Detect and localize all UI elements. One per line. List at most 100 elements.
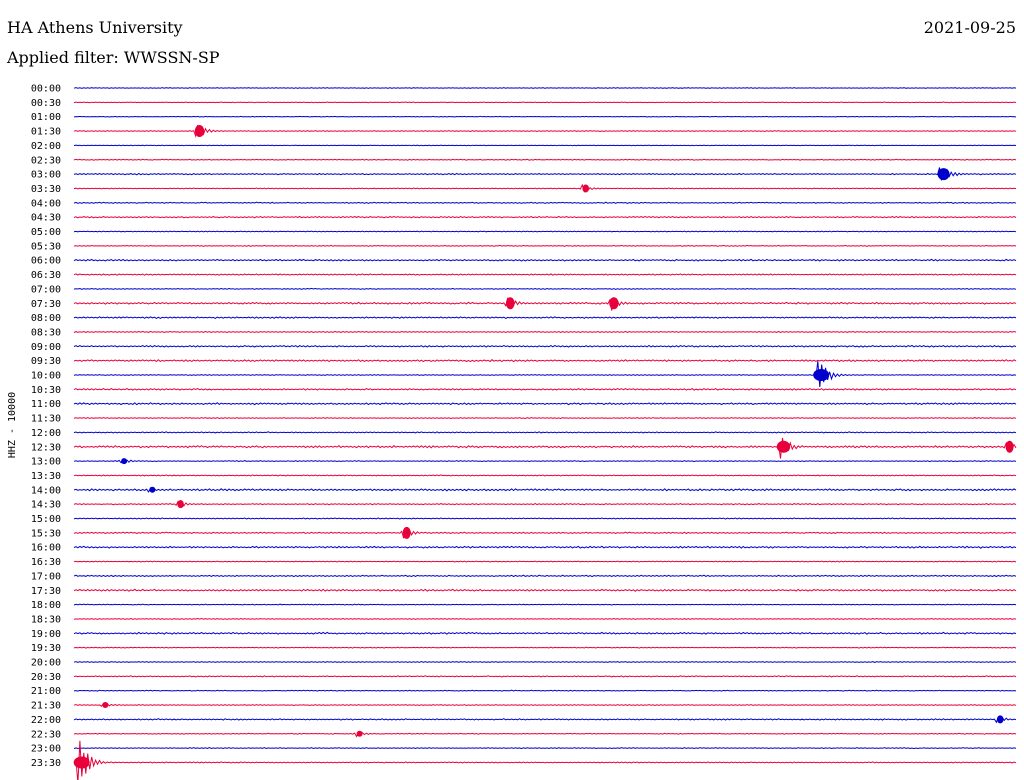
row-time-label: 00:30 bbox=[31, 98, 61, 109]
row-time-label: 08:00 bbox=[31, 313, 61, 324]
trace-line bbox=[73, 417, 1017, 420]
event-burst bbox=[506, 297, 515, 310]
row-time-label: 12:00 bbox=[31, 428, 61, 439]
event-burst bbox=[102, 702, 109, 709]
station-title: HA Athens University bbox=[7, 18, 183, 37]
trace-line bbox=[73, 125, 1017, 138]
trace-line bbox=[73, 500, 1017, 507]
row-time-label: 17:00 bbox=[31, 571, 61, 582]
row-time-label: 05:30 bbox=[31, 241, 61, 252]
row-time-label: 07:30 bbox=[31, 299, 61, 310]
trace-line bbox=[73, 747, 1017, 750]
row-time-label: 22:00 bbox=[31, 715, 61, 726]
trace-line bbox=[73, 730, 1017, 738]
row-time-label: 05:00 bbox=[31, 227, 61, 238]
trace-line bbox=[73, 716, 1017, 724]
trace-line bbox=[73, 201, 1017, 204]
row-time-label: 07:00 bbox=[31, 284, 61, 295]
trace-line bbox=[73, 675, 1017, 678]
trace-line bbox=[73, 617, 1017, 620]
trace-line bbox=[73, 660, 1017, 663]
row-time-label: 11:00 bbox=[31, 399, 61, 410]
trace-line bbox=[73, 287, 1017, 290]
row-time-label: 15:30 bbox=[31, 528, 61, 539]
row-time-label: 21:30 bbox=[31, 701, 61, 712]
row-time-label: 23:00 bbox=[31, 744, 61, 755]
row-time-label: 09:30 bbox=[31, 356, 61, 367]
trace-line bbox=[73, 431, 1017, 434]
trace-line bbox=[73, 527, 1017, 539]
trace-line bbox=[73, 474, 1017, 477]
trace-line bbox=[73, 215, 1017, 219]
event-burst bbox=[73, 756, 90, 769]
row-time-label: 11:30 bbox=[31, 414, 61, 425]
trace-line bbox=[73, 230, 1017, 233]
trace-line bbox=[73, 402, 1017, 406]
row-time-label: 09:00 bbox=[31, 342, 61, 353]
row-time-label: 15:00 bbox=[31, 514, 61, 525]
row-time-label: 03:30 bbox=[31, 184, 61, 195]
event-burst bbox=[177, 500, 184, 509]
row-time-label: 03:00 bbox=[31, 170, 61, 181]
row-time-label: 13:30 bbox=[31, 471, 61, 482]
trace-line bbox=[73, 560, 1017, 563]
row-time-label: 13:00 bbox=[31, 457, 61, 468]
trace-line bbox=[73, 115, 1017, 118]
event-burst bbox=[121, 458, 128, 465]
trace-line bbox=[73, 158, 1017, 161]
trace-line bbox=[73, 258, 1017, 262]
trace-line bbox=[73, 740, 1017, 780]
trace-line bbox=[73, 359, 1017, 363]
row-time-label: 20:00 bbox=[31, 658, 61, 669]
trace-line bbox=[73, 631, 1017, 635]
trace-line bbox=[73, 361, 1017, 388]
row-time-label: 04:00 bbox=[31, 198, 61, 209]
row-time-label: 00:00 bbox=[31, 84, 61, 95]
row-time-label: 18:00 bbox=[31, 600, 61, 611]
row-time-label: 19:30 bbox=[31, 643, 61, 654]
row-time-label: 10:00 bbox=[31, 371, 61, 382]
row-time-label: 18:30 bbox=[31, 614, 61, 625]
row-time-label: 22:30 bbox=[31, 729, 61, 740]
trace-line bbox=[73, 244, 1017, 247]
trace-line bbox=[73, 388, 1017, 391]
event-burst bbox=[609, 297, 619, 310]
trace-line bbox=[73, 588, 1017, 592]
trace-line bbox=[73, 689, 1017, 692]
row-time-label: 02:00 bbox=[31, 141, 61, 152]
row-time-label: 06:00 bbox=[31, 256, 61, 267]
row-time-label: 01:30 bbox=[31, 127, 61, 138]
event-burst bbox=[149, 486, 156, 493]
trace-line bbox=[73, 344, 1017, 348]
trace-line bbox=[73, 437, 1017, 459]
trace-line bbox=[73, 330, 1017, 334]
event-burst bbox=[996, 715, 1004, 724]
date-label: 2021-09-25 bbox=[923, 18, 1016, 37]
event-burst bbox=[356, 730, 363, 737]
trace-line bbox=[73, 101, 1017, 104]
row-time-label: 23:30 bbox=[31, 758, 61, 769]
row-time-label: 16:30 bbox=[31, 557, 61, 568]
row-time-label: 08:30 bbox=[31, 327, 61, 338]
trace-line bbox=[73, 144, 1017, 147]
event-burst bbox=[1005, 440, 1014, 453]
row-time-label: 14:00 bbox=[31, 485, 61, 496]
row-time-label: 02:30 bbox=[31, 155, 61, 166]
trace-line bbox=[73, 167, 1017, 181]
trace-line bbox=[73, 297, 1017, 311]
row-time-label: 12:30 bbox=[31, 442, 61, 453]
trace-line bbox=[73, 603, 1017, 606]
trace-line bbox=[73, 458, 1017, 464]
trace-line bbox=[73, 87, 1017, 89]
event-burst bbox=[937, 168, 950, 181]
row-time-label: 06:30 bbox=[31, 270, 61, 281]
event-burst bbox=[813, 369, 830, 381]
row-time-label: 21:00 bbox=[31, 686, 61, 697]
trace-line bbox=[73, 545, 1017, 549]
row-time-label: 19:00 bbox=[31, 629, 61, 640]
channel-label: HHZ - 10000 bbox=[7, 392, 18, 458]
trace-line bbox=[73, 183, 1017, 193]
trace-line bbox=[73, 646, 1017, 649]
row-time-label: 01:00 bbox=[31, 112, 61, 123]
